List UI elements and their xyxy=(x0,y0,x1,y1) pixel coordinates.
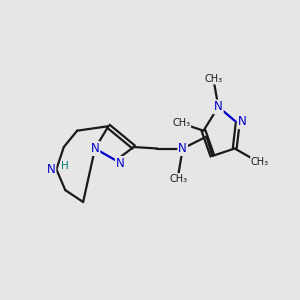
Text: CH₃: CH₃ xyxy=(205,74,223,84)
Text: N: N xyxy=(116,157,125,170)
Text: N: N xyxy=(91,142,99,155)
Text: CH₃: CH₃ xyxy=(169,174,187,184)
Text: N: N xyxy=(214,100,223,113)
Text: CH₃: CH₃ xyxy=(251,157,269,167)
Text: N: N xyxy=(238,115,247,128)
Text: H: H xyxy=(61,161,69,171)
Text: CH₃: CH₃ xyxy=(172,118,190,128)
Text: N: N xyxy=(46,163,56,176)
Text: N: N xyxy=(178,142,187,155)
